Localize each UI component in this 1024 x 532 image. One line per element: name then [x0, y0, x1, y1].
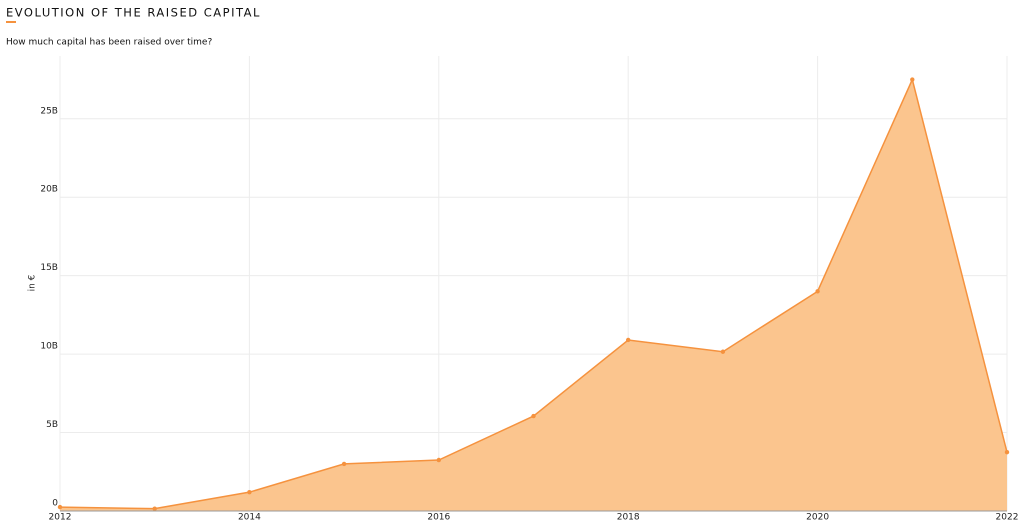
area: [60, 79, 1007, 511]
point: [815, 289, 820, 294]
y-axis-label: in €: [28, 274, 38, 291]
title-underline: [6, 21, 16, 23]
y-tick-label: 10B: [40, 342, 58, 352]
point: [720, 349, 726, 354]
y-tick-label: 15B: [40, 263, 58, 273]
point: [626, 337, 631, 343]
y-tick-label: 5B: [46, 420, 58, 430]
point: [247, 489, 252, 495]
x-tick-label: 2014: [238, 513, 261, 523]
point: [57, 504, 63, 510]
point: [436, 457, 441, 463]
y-tick-label: 0: [52, 499, 58, 509]
y-tick-label: 25B: [40, 106, 58, 116]
point: [1004, 449, 1010, 455]
point: [910, 77, 915, 82]
point: [341, 461, 347, 467]
x-tick-label: 2018: [617, 513, 640, 523]
chart-subtitle: How much capital has been raised over ti…: [6, 38, 212, 48]
x-tick-label: 2016: [427, 513, 450, 523]
y-tick-label: 20B: [40, 185, 58, 195]
point: [152, 506, 157, 511]
x-tick-label: 2012: [49, 513, 72, 523]
x-tick-label: 2022: [996, 513, 1019, 523]
point: [531, 413, 536, 419]
chart-title: EVOLUTION OF THE RAISED CAPITAL: [6, 6, 261, 20]
x-tick-label: 2020: [806, 513, 829, 523]
